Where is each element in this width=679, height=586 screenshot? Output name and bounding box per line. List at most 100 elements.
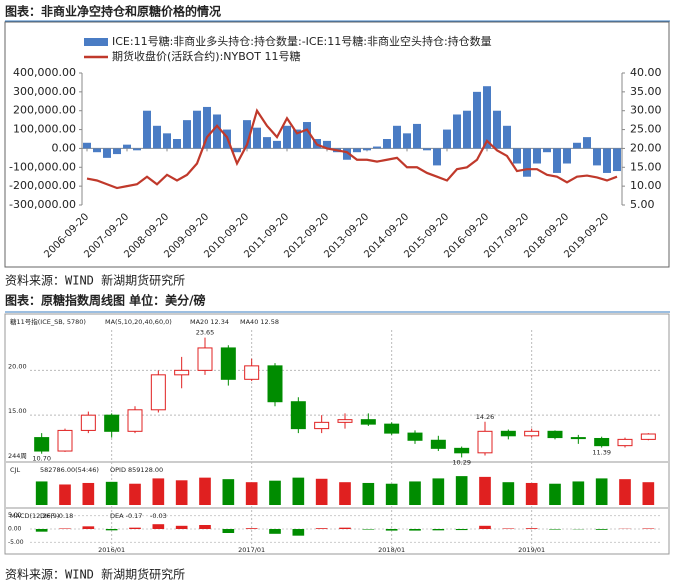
bar — [373, 146, 381, 149]
bar — [133, 148, 141, 151]
candle-body — [547, 430, 563, 439]
bar — [183, 120, 191, 149]
bar — [393, 125, 401, 149]
bar — [525, 528, 538, 529]
panel-header: OPID 859128.00 — [110, 466, 163, 474]
bar — [523, 148, 531, 177]
panel-header: 582786.00(54:46) — [40, 466, 99, 474]
bar — [409, 481, 421, 505]
annotation: 23.65 — [196, 329, 215, 337]
panel-header: DEA -0.17 — [110, 512, 142, 520]
bar — [432, 478, 445, 505]
candle-body — [127, 409, 143, 432]
y2-tick-label: 40.00 — [630, 66, 662, 79]
bar — [573, 142, 581, 149]
bar — [525, 482, 538, 505]
bar — [593, 148, 601, 166]
bar — [82, 526, 95, 529]
bar — [453, 114, 461, 149]
bar — [292, 477, 305, 505]
bar — [503, 125, 511, 149]
bar — [432, 529, 445, 531]
bar — [292, 529, 305, 536]
bar — [283, 125, 291, 149]
bar — [152, 478, 165, 505]
bar — [315, 528, 328, 529]
bar — [563, 148, 571, 164]
bar — [479, 476, 491, 505]
bar — [343, 148, 351, 160]
legend-label: 期货收盘价(活跃合约):NYBOT 11号糖 — [112, 49, 300, 63]
bar — [362, 482, 375, 505]
bar — [315, 478, 328, 505]
bar — [483, 86, 491, 149]
bar — [35, 529, 48, 532]
bar — [293, 129, 301, 149]
bar — [413, 123, 421, 149]
candle-body — [314, 421, 330, 430]
legend-label: ICE:11号糖:非商业多头持仓:持仓数量:-ICE:11号糖:非商业空头持仓:… — [112, 34, 492, 48]
y2-tick-label: 25.00 — [630, 123, 662, 136]
candle-body — [384, 423, 400, 434]
bar — [273, 140, 281, 149]
bar — [583, 137, 591, 149]
bar — [245, 482, 258, 505]
candle-body — [570, 437, 586, 440]
bar — [513, 148, 521, 164]
bar — [113, 148, 121, 155]
bar — [93, 148, 101, 153]
panel-header: 糖11号指(ICE_SB, 5780) — [10, 317, 86, 326]
y-tick-label: 5.00 — [8, 512, 22, 519]
y-tick-label: -200,000.00 — [9, 179, 76, 192]
bar — [213, 114, 221, 149]
bar — [473, 91, 481, 149]
x-tick-label: 2019/01 — [518, 546, 545, 554]
bar — [553, 148, 561, 173]
candle-body — [454, 447, 470, 454]
bar — [433, 148, 441, 166]
y-tick-label: -5.00 — [8, 539, 24, 546]
panel-header: -0.03 — [150, 512, 167, 520]
bar — [222, 529, 235, 533]
annotation: 10.29 — [452, 458, 471, 466]
candle-body — [594, 437, 610, 447]
y2-tick-label: 5.00 — [630, 198, 655, 211]
bar — [385, 483, 398, 505]
panel-header: DIFF -0.18 — [40, 512, 73, 520]
bar — [549, 529, 561, 530]
annotation: 10.70 — [32, 455, 51, 463]
bar — [423, 148, 431, 151]
candle-body — [360, 419, 376, 425]
bar — [642, 482, 655, 505]
bar — [502, 482, 515, 505]
bar — [455, 476, 468, 505]
chart-frame — [4, 313, 670, 555]
panel-header: MA(5,10,20,40,60,0) — [105, 318, 172, 326]
candle-body — [57, 429, 73, 452]
bar — [59, 528, 71, 529]
x-tick-label: 2017/01 — [238, 546, 265, 554]
caption: 图表：非商业净空持仓和原糖价格的情况 — [5, 4, 221, 19]
panel-header: MA40 12.58 — [240, 318, 279, 326]
bar — [303, 122, 311, 149]
bar — [353, 148, 361, 153]
candle-body — [220, 347, 236, 380]
bar — [105, 529, 118, 531]
bar — [362, 529, 375, 530]
candle-body — [80, 414, 96, 431]
candle-body — [337, 419, 353, 423]
note: 244周 — [8, 452, 27, 460]
bar — [35, 481, 48, 505]
candle-body — [524, 430, 540, 437]
bar — [543, 148, 551, 153]
candle-body — [174, 369, 190, 376]
bar — [129, 483, 141, 505]
bar — [595, 529, 608, 530]
bar — [533, 148, 541, 164]
candle-body — [197, 347, 213, 371]
y-tick-label: -100,000.00 — [9, 160, 76, 173]
candle-body — [477, 430, 493, 454]
bar — [199, 477, 211, 505]
bar — [233, 148, 241, 153]
y-tick-label: 100,000.00 — [13, 123, 76, 136]
